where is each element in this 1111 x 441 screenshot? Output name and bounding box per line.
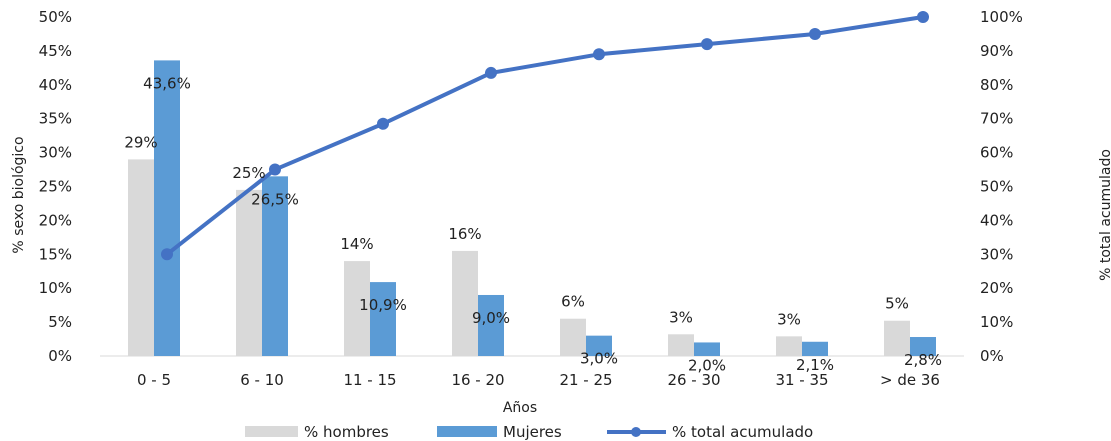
bar-mujeres — [802, 341, 828, 356]
right-tick-label: 80% — [980, 76, 1013, 94]
data-label-hombres: 25% — [232, 164, 265, 182]
left-tick-label: 45% — [39, 42, 72, 60]
bars — [128, 60, 936, 356]
bar-mujeres — [370, 282, 396, 356]
bar-hombres — [452, 250, 478, 356]
data-label-hombres: 14% — [340, 235, 373, 253]
data-label-mujeres: 2,8% — [904, 351, 942, 369]
right-tick-label: 50% — [980, 178, 1013, 196]
data-label-mujeres: 3,0% — [580, 350, 618, 368]
legend-label-acumulado: % total acumulado — [672, 423, 813, 441]
left-tick-label: 20% — [39, 211, 72, 229]
data-label-hombres: 3% — [669, 308, 693, 326]
category-tick-label: 31 - 35 — [775, 371, 828, 389]
cumulative-point — [377, 117, 389, 130]
cumulative-line — [165, 15, 924, 256]
bar-mujeres — [478, 294, 504, 356]
bar-hombres — [668, 334, 694, 356]
data-labels: 29% 43,6% 25% 26,5% 14% 10,9% 16% 9,0% 6% 3,0% 3% 2… — [124, 74, 942, 374]
bar-mujeres — [586, 335, 612, 356]
bar-hombres — [560, 318, 586, 356]
x-axis-title: Años — [503, 400, 537, 416]
data-label-mujeres: 2,0% — [688, 356, 726, 374]
cumulative-point — [809, 27, 821, 40]
left-tick-label: 50% — [39, 8, 72, 26]
left-axis-title: % sexo biológico — [11, 136, 27, 253]
legend-label-mujeres: Mujeres — [503, 423, 562, 441]
bar-hombres — [236, 189, 262, 356]
left-tick-label: 15% — [39, 245, 72, 263]
left-tick-label: 30% — [39, 144, 72, 162]
data-label-hombres: 29% — [124, 133, 157, 151]
cumulative-point — [593, 48, 605, 61]
right-tick-label: 40% — [980, 211, 1013, 229]
right-tick-label: 30% — [980, 245, 1013, 263]
left-tick-label: 10% — [39, 279, 72, 297]
legend-swatch-hombres — [245, 426, 298, 437]
data-label-mujeres: 9,0% — [472, 309, 510, 327]
category-tick-label: 11 - 15 — [343, 371, 396, 389]
data-label-mujeres: 26,5% — [251, 190, 299, 208]
bar-mujeres — [154, 60, 180, 356]
right-axis-title: % total acumulado — [1098, 149, 1111, 281]
bar-mujeres — [262, 176, 288, 356]
category-tick-label: > de 36 — [880, 371, 940, 389]
category-tick-label: 21 - 25 — [559, 371, 612, 389]
cumulative-point — [161, 248, 173, 261]
cumulative-line-layer — [161, 11, 929, 261]
legend-label-hombres: % hombres — [304, 423, 389, 441]
right-tick-label: 60% — [980, 144, 1013, 162]
cumulative-point — [485, 66, 497, 79]
data-label-hombres: 16% — [448, 225, 481, 243]
right-tick-label: 70% — [980, 110, 1013, 128]
right-tick-label: 10% — [980, 313, 1013, 331]
data-label-mujeres: 43,6% — [143, 74, 191, 92]
category-tick-label: 16 - 20 — [451, 371, 504, 389]
cumulative-point — [701, 38, 713, 51]
left-tick-label: 35% — [39, 110, 72, 128]
data-label-hombres: 3% — [777, 310, 801, 328]
right-tick-label: 20% — [980, 279, 1013, 297]
right-tick-label: 100% — [980, 8, 1023, 26]
data-label-hombres: 6% — [561, 293, 585, 311]
data-label-hombres: 5% — [885, 295, 909, 313]
data-label-mujeres: 2,1% — [796, 356, 834, 374]
data-label-mujeres: 10,9% — [359, 296, 407, 314]
left-axis-ticks: 0% 5% 10% 15% 20% 25% 30% 35% 40% 45% 50% — [39, 8, 72, 365]
bar-hombres — [344, 261, 370, 356]
category-tick-label: 26 - 30 — [667, 371, 720, 389]
cumulative-point — [269, 163, 281, 176]
left-tick-label: 40% — [39, 76, 72, 94]
category-tick-label: 0 - 5 — [137, 371, 171, 389]
bar-hombres — [128, 159, 154, 356]
legend-marker-acumulado — [631, 427, 641, 437]
left-tick-label: 25% — [39, 178, 72, 196]
right-tick-label: 0% — [980, 347, 1004, 365]
bar-mujeres — [694, 342, 720, 356]
left-tick-label: 5% — [48, 313, 72, 331]
legend-swatch-mujeres — [437, 426, 497, 437]
left-tick-label: 0% — [48, 347, 72, 365]
bar-hombres — [884, 320, 910, 356]
category-tick-label: 6 - 10 — [240, 371, 284, 389]
right-axis-ticks: 0% 10% 20% 30% 40% 50% 60% 70% 80% 90% 100% — [980, 8, 1023, 365]
legend: % hombres Mujeres % total acumulado — [245, 423, 813, 441]
bar-hombres — [776, 336, 802, 356]
category-ticks: 0 - 5 6 - 10 11 - 15 16 - 20 21 - 25 26 - 30 3… — [137, 371, 940, 389]
cumulative-point — [917, 11, 929, 23]
right-tick-label: 90% — [980, 42, 1013, 60]
bar-mujeres — [910, 337, 936, 356]
